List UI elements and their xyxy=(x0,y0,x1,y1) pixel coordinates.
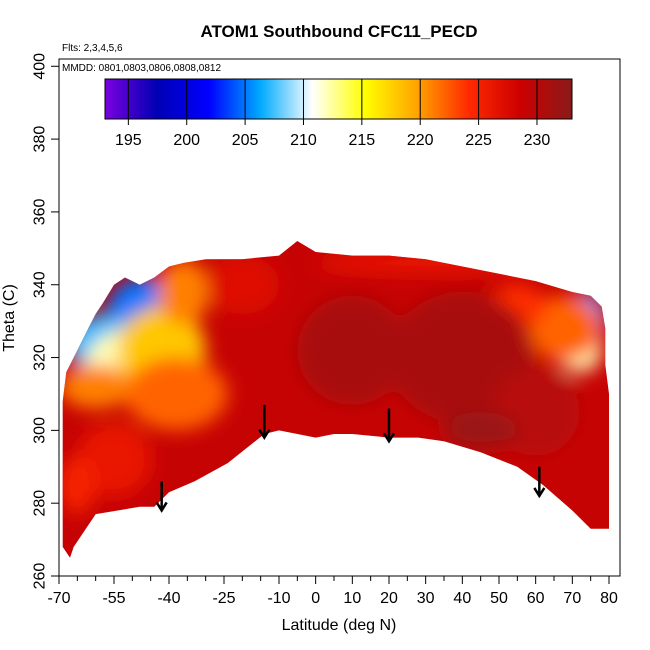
x-tick-label: 50 xyxy=(490,590,508,607)
field-feature xyxy=(125,357,228,431)
down-arrow-icon xyxy=(258,404,271,441)
x-tick-label: 70 xyxy=(563,590,581,607)
y-axis-label: Theta (C) xyxy=(1,284,18,352)
x-tick-label: -40 xyxy=(157,590,180,607)
y-tick-label: 280 xyxy=(32,490,49,517)
y-tick-label: 320 xyxy=(32,344,49,371)
field-feature xyxy=(62,364,133,409)
colorbar-tick-label: 225 xyxy=(465,132,492,149)
x-tick-label: 10 xyxy=(343,590,361,607)
field-feature xyxy=(444,412,518,449)
plot-frame xyxy=(58,58,621,577)
y-axis: 260 280 300 320 340 360 380 400 xyxy=(32,53,59,590)
colorbar-tick-label: 220 xyxy=(407,132,434,149)
y-tick-label: 400 xyxy=(32,53,49,80)
chart-title: ATOM1 Southbound CFC11_PECD xyxy=(200,22,477,41)
y-tick-label: 340 xyxy=(32,271,49,298)
field-feature xyxy=(77,423,151,496)
field-feature xyxy=(158,259,210,325)
colorbar-tick-label: 230 xyxy=(524,132,551,149)
y-tick-label: 300 xyxy=(32,417,49,444)
x-tick-label: 40 xyxy=(453,590,471,607)
x-tick-label: -70 xyxy=(47,590,70,607)
x-tick-label: 80 xyxy=(600,590,618,607)
field-feature xyxy=(205,255,279,314)
y-tick-label: 260 xyxy=(32,563,49,590)
field-feature xyxy=(62,455,96,515)
x-tick-label: -55 xyxy=(102,590,125,607)
down-arrow-icon xyxy=(155,481,168,513)
colorbar: 195 200 205 210 215 220 225 230 xyxy=(104,78,573,149)
y-tick-label: 360 xyxy=(32,198,49,225)
dates-label: MMDD: 0801,0803,0806,0808,0812 xyxy=(62,63,221,74)
colorbar-ramp xyxy=(104,78,573,120)
colorbar-tick-label: 205 xyxy=(232,132,259,149)
y-tick-label: 380 xyxy=(32,126,49,153)
colorbar-tick-label: 195 xyxy=(115,132,142,149)
x-tick-label: -25 xyxy=(212,590,235,607)
x-tick-label: 20 xyxy=(380,590,398,607)
x-tick-label: 30 xyxy=(417,590,435,607)
arrows xyxy=(155,404,546,513)
colorbar-tick-label: 210 xyxy=(290,132,317,149)
x-axis-label: Latitude (deg N) xyxy=(282,617,397,634)
field-feature xyxy=(315,251,536,274)
x-tick-label: 0 xyxy=(311,590,320,607)
x-tick-label: -10 xyxy=(267,590,290,607)
x-axis: -70 -55 -40 -25 -10 0 10 20 30 40 50 60 70 80 xyxy=(47,576,618,607)
colorbar-tick-label: 200 xyxy=(173,132,200,149)
down-arrow-icon xyxy=(382,408,396,444)
field-feature xyxy=(528,295,602,362)
down-arrow-icon xyxy=(533,466,546,499)
colorbar-tick-label: 215 xyxy=(348,132,375,149)
data-field xyxy=(62,241,609,558)
x-tick-label: 60 xyxy=(527,590,545,607)
field-feature xyxy=(297,295,408,405)
flights-label: Flts: 2,3,4,5,6 xyxy=(62,43,123,54)
